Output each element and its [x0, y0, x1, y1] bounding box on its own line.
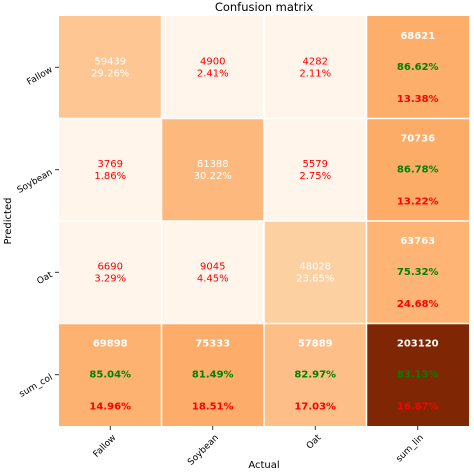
- cell-value: 3769: [98, 159, 123, 170]
- sum-error-percent: 13.38%: [397, 94, 439, 105]
- heatmap-cell-r2-c2: [264, 221, 367, 324]
- sum-total: 63763: [400, 236, 435, 247]
- cell-percent: 23.65%: [296, 273, 334, 284]
- cell-percent: 2.11%: [299, 68, 331, 79]
- y-tick-label: Fallow: [25, 65, 54, 88]
- sum-total: 70736: [400, 134, 435, 145]
- cell-value: 4900: [200, 56, 225, 67]
- heatmap-cells: [59, 16, 469, 426]
- cell-percent: 3.29%: [94, 273, 126, 284]
- x-axis-label: Actual: [248, 460, 279, 471]
- chart-title: Confusion matrix: [215, 0, 314, 14]
- sum-correct-percent: 81.49%: [192, 370, 234, 381]
- cell-value: 48028: [299, 261, 331, 272]
- cell-value: 59439: [94, 56, 126, 67]
- sum-error-percent: 13.22%: [397, 197, 439, 208]
- cell-value: 61388: [197, 159, 229, 170]
- cell-value: 4282: [303, 56, 328, 67]
- heatmap-cell-r2-c0: [59, 221, 162, 324]
- y-tick-label: Soybean: [16, 168, 55, 196]
- heatmap-cell-r0-c0: [59, 16, 162, 119]
- sum-correct-percent: 85.04%: [89, 370, 131, 381]
- sum-total: 68621: [400, 31, 435, 42]
- heatmap-cell-r1-c1: [161, 118, 264, 221]
- y-tick-label: sum_col: [18, 373, 55, 400]
- y-axis-ticks: Fallow Soybean Oat sum_col: [16, 65, 59, 400]
- heatmap-cell-r1-c3: [366, 118, 469, 221]
- cell-percent: 29.26%: [91, 68, 129, 79]
- cell-percent: 30.22%: [194, 171, 232, 182]
- heatmap-cell-r2-c3: [366, 221, 469, 324]
- sum-correct-percent: 82.97%: [294, 370, 336, 381]
- x-tick-label: Fallow: [92, 433, 119, 460]
- sum-correct-percent: 86.62%: [397, 62, 439, 73]
- heatmap-cell-r3-c0: [59, 323, 162, 426]
- y-axis-label: Predicted: [3, 198, 14, 245]
- heatmap-gridlines: [59, 16, 469, 426]
- sum-total: 203120: [397, 339, 439, 350]
- sum-correct-percent: 83.13%: [397, 370, 439, 381]
- sum-correct-percent: 75.32%: [397, 267, 439, 278]
- sum-error-percent: 14.96%: [89, 402, 131, 413]
- sum-correct-percent: 86.78%: [397, 165, 439, 176]
- x-tick-label: Oat: [305, 433, 324, 452]
- heatmap-cell-r3-c3: [366, 323, 469, 426]
- cell-value: 5579: [303, 159, 328, 170]
- cell-percent: 2.41%: [197, 68, 229, 79]
- sum-error-percent: 16.87%: [397, 402, 439, 413]
- x-tick-label: Soybean: [186, 433, 221, 468]
- sum-error-percent: 17.03%: [294, 402, 336, 413]
- sum-total: 57889: [298, 339, 333, 350]
- y-tick-label: Oat: [36, 270, 55, 287]
- heatmap-cell-r0-c1: [161, 16, 264, 119]
- sum-total: 75333: [195, 339, 230, 350]
- heatmap-cell-r0-c3: [366, 16, 469, 119]
- heatmap-cell-r1-c0: [59, 118, 162, 221]
- cell-percent: 1.86%: [94, 171, 126, 182]
- cell-percent: 2.75%: [299, 171, 331, 182]
- heatmap-cell-r3-c2: [264, 323, 367, 426]
- sum-error-percent: 24.68%: [397, 299, 439, 310]
- sum-error-percent: 18.51%: [192, 402, 234, 413]
- sum-total: 69898: [93, 339, 128, 350]
- cell-value: 6690: [98, 261, 123, 272]
- heatmap-cell-r0-c2: [264, 16, 367, 119]
- heatmap-cell-r3-c1: [161, 323, 264, 426]
- cell-percent: 4.45%: [197, 273, 229, 284]
- cell-value: 9045: [200, 261, 225, 272]
- x-tick-label: sum_lin: [394, 433, 425, 464]
- heatmap-cell-r2-c1: [161, 221, 264, 324]
- heatmap-cell-r1-c2: [264, 118, 367, 221]
